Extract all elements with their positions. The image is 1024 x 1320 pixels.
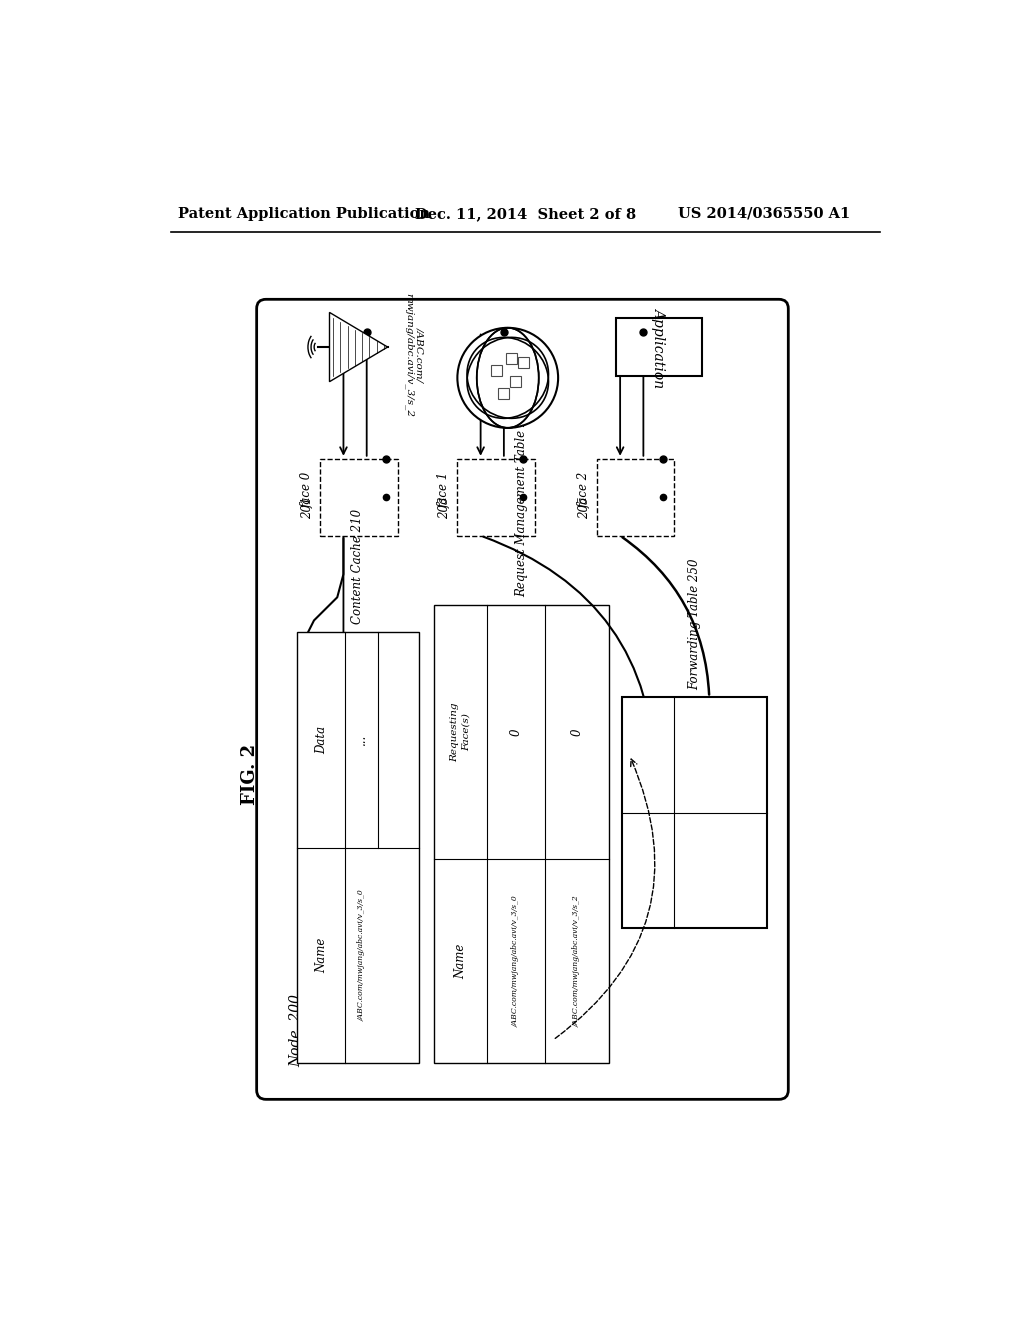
FancyBboxPatch shape <box>510 376 521 387</box>
Text: Data: Data <box>315 726 329 754</box>
Text: face 0: face 0 <box>301 471 314 508</box>
Bar <box>597 459 675 536</box>
FancyArrowPatch shape <box>623 537 710 694</box>
Text: /ABC.com/mwjang/abc.avi/v_3/s_0: /ABC.com/mwjang/abc.avi/v_3/s_0 <box>512 895 520 1027</box>
Text: Prefix: Prefix <box>641 853 654 888</box>
Text: /ABC.com: /ABC.com <box>716 843 726 899</box>
Circle shape <box>458 327 558 428</box>
Text: 203: 203 <box>438 496 452 519</box>
Text: FIG. 2: FIG. 2 <box>242 744 259 805</box>
Text: 0: 0 <box>570 729 584 735</box>
Bar <box>616 318 701 376</box>
Text: /ABC.com/mwjang/abc.avi/v_3/s_2: /ABC.com/mwjang/abc.avi/v_3/s_2 <box>572 895 581 1027</box>
Text: Node  200: Node 200 <box>289 994 303 1067</box>
FancyArrowPatch shape <box>483 537 658 777</box>
Text: Forwarding Table 250: Forwarding Table 250 <box>688 558 701 689</box>
Text: 0: 0 <box>510 729 522 735</box>
Bar <box>622 697 767 928</box>
Bar <box>297 632 419 1063</box>
Bar <box>321 459 397 536</box>
Text: 0, 1: 0, 1 <box>716 744 726 766</box>
FancyBboxPatch shape <box>490 364 502 376</box>
Bar <box>458 459 535 536</box>
Text: US 2014/0365550 A1: US 2014/0365550 A1 <box>678 207 851 220</box>
Text: face 1: face 1 <box>438 471 452 508</box>
Bar <box>434 605 608 1063</box>
Text: /ABC.com/mwjang/abc.avi/v_3/s_0: /ABC.com/mwjang/abc.avi/v_3/s_0 <box>357 890 366 1022</box>
Text: Name: Name <box>454 944 467 979</box>
Text: 201: 201 <box>301 496 314 519</box>
Text: ...: ... <box>355 734 368 746</box>
FancyBboxPatch shape <box>257 300 788 1100</box>
FancyArrowPatch shape <box>555 759 655 1039</box>
Text: Application: Application <box>652 308 666 387</box>
Text: Name: Name <box>315 937 329 973</box>
Text: face 2: face 2 <box>578 471 591 508</box>
Text: Content Cache 210: Content Cache 210 <box>351 510 365 624</box>
Text: Patent Application Publication: Patent Application Publication <box>178 207 430 220</box>
FancyBboxPatch shape <box>499 388 509 399</box>
FancyBboxPatch shape <box>518 358 528 368</box>
Text: Requesting
Face(s): Requesting Face(s) <box>451 702 470 762</box>
Text: Request Management Table 230: Request Management Table 230 <box>515 404 527 598</box>
Polygon shape <box>330 313 388 381</box>
Text: Dec. 11, 2014  Sheet 2 of 8: Dec. 11, 2014 Sheet 2 of 8 <box>415 207 636 220</box>
Text: Face(s): Face(s) <box>641 734 654 776</box>
FancyBboxPatch shape <box>506 354 517 364</box>
Text: /ABC.com/
mwjang/abc.avi/v_3/s_2: /ABC.com/ mwjang/abc.avi/v_3/s_2 <box>404 293 425 417</box>
Text: 205: 205 <box>578 496 591 519</box>
